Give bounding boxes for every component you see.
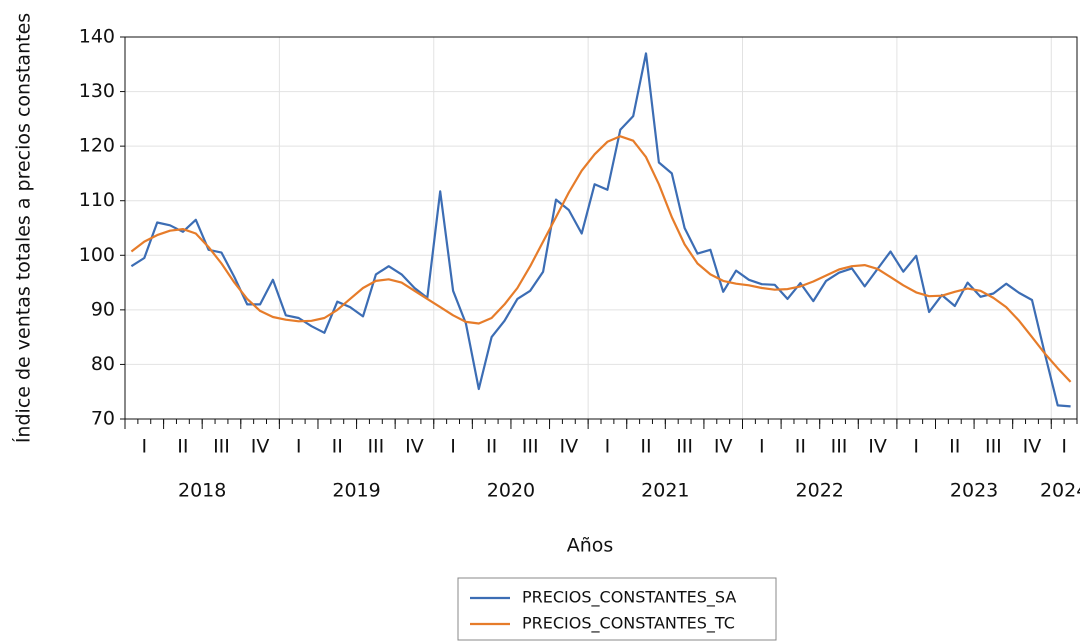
year-label: 2024 [1040,480,1080,502]
y-tick-label: 110 [79,189,115,211]
y-tick-label: 80 [91,353,115,375]
year-label: 2020 [487,480,535,502]
y-tick-label: 120 [79,135,115,157]
quarter-label: I [913,436,919,458]
quarter-label: II [486,436,497,458]
y-tick-label: 100 [79,244,115,266]
quarter-label: III [213,436,230,458]
quarter-label: I [141,436,147,458]
quarter-label: I [605,436,611,458]
y-tick-label: 130 [79,80,115,102]
quarter-label: IV [560,436,579,458]
quarter-label: III [676,436,693,458]
quarter-label: I [296,436,302,458]
legend-box [457,577,777,641]
year-label: 2019 [332,480,380,502]
quarter-label: II [795,436,806,458]
quarter-label: II [949,436,960,458]
quarter-label: IV [1023,436,1042,458]
quarter-label: III [522,436,539,458]
y-tick-label: 140 [79,26,115,48]
legend-label: PRECIOS_CONSTANTES_TC [522,614,735,634]
quarter-label: I [1061,436,1067,458]
quarter-label: IV [868,436,887,458]
quarter-label: II [177,436,188,458]
quarter-label: IV [251,436,270,458]
quarter-label: IV [405,436,424,458]
x-axis-label: Años [567,535,614,557]
year-label: 2021 [641,480,689,502]
y-tick-label: 90 [91,298,115,320]
quarter-label: III [985,436,1002,458]
quarter-label: III [367,436,384,458]
series-line [130,135,1072,383]
quarter-label: III [831,436,848,458]
y-tick-label: 70 [91,408,115,430]
plot-frame [124,36,1078,420]
quarter-label: I [450,436,456,458]
quarter-label: I [759,436,765,458]
y-axis-label: Índice de ventas totales a precios const… [12,13,35,443]
legend-label: PRECIOS_CONSTANTES_SA [522,588,736,608]
year-label: 2022 [796,480,844,502]
quarter-label: II [640,436,651,458]
quarter-label: II [332,436,343,458]
quarter-label: IV [714,436,733,458]
year-label: 2023 [950,480,998,502]
series-line [130,52,1071,408]
year-label: 2018 [178,480,226,502]
